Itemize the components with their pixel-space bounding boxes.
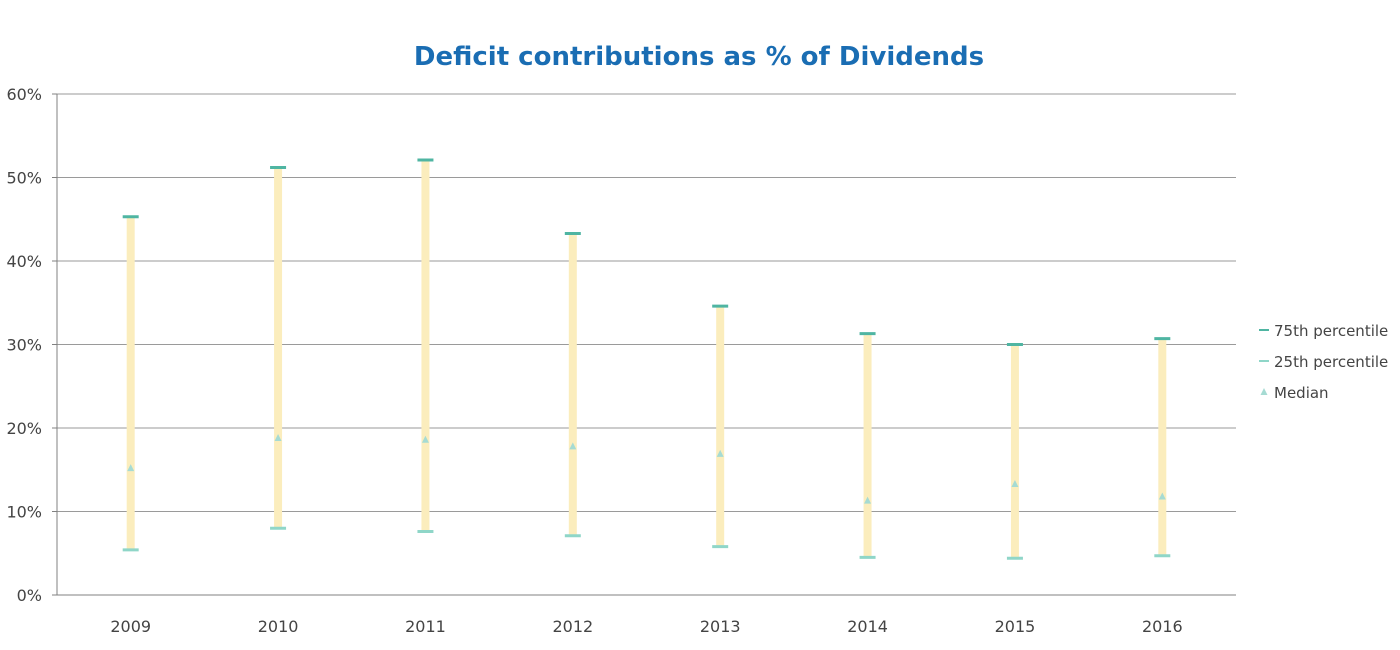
range-bar — [1158, 338, 1167, 556]
x-tick-label: 2014 — [847, 617, 888, 636]
range-bar — [274, 167, 283, 529]
median-marker — [1158, 492, 1166, 500]
x-axis-ticks: 2009 2010 2011 2012 2013 2014 2015 2016 — [110, 617, 1182, 636]
x-tick-label: 2016 — [1142, 617, 1183, 636]
x-tick-label: 2015 — [995, 617, 1036, 636]
legend-label: 25th percentile — [1274, 353, 1388, 371]
range-bar — [421, 159, 430, 532]
range-bars — [126, 159, 1167, 559]
y-tick-label: 30% — [6, 336, 42, 355]
legend: 75th percentile 25th percentile Median — [1259, 322, 1388, 402]
median-marker — [274, 434, 282, 442]
y-tick-label: 60% — [6, 85, 42, 104]
x-tick-label: 2012 — [552, 617, 593, 636]
range-bar — [863, 333, 872, 558]
x-tick-label: 2010 — [258, 617, 299, 636]
legend-median-swatch — [1260, 388, 1268, 395]
median-marker — [421, 435, 429, 443]
range-bar — [716, 306, 725, 547]
range-bar — [568, 233, 577, 536]
x-tick-label: 2013 — [700, 617, 741, 636]
x-tick-label: 2011 — [405, 617, 446, 636]
y-tick-label: 20% — [6, 419, 42, 438]
range-bar — [1010, 344, 1019, 559]
x-tick-label: 2009 — [110, 617, 151, 636]
legend-label: Median — [1274, 384, 1329, 402]
y-tick-label: 40% — [6, 252, 42, 271]
percentile-markers — [122, 158, 1171, 560]
y-tick-label: 50% — [6, 169, 42, 188]
chart-title: Deficit contributions as % of Dividends — [414, 42, 984, 72]
median-marker — [569, 442, 577, 450]
median-marker — [1011, 479, 1019, 487]
y-axis-ticks: 0% 10% 20% 30% 40% 50% 60% — [6, 85, 42, 605]
y-tick-label: 0% — [17, 586, 42, 605]
median-marker — [716, 449, 724, 457]
range-bar — [126, 216, 135, 550]
median-marker — [127, 464, 135, 472]
median-marker — [864, 496, 872, 504]
legend-label: 75th percentile — [1274, 322, 1388, 340]
grid-lines — [52, 93, 1236, 596]
y-tick-label: 10% — [6, 503, 42, 522]
